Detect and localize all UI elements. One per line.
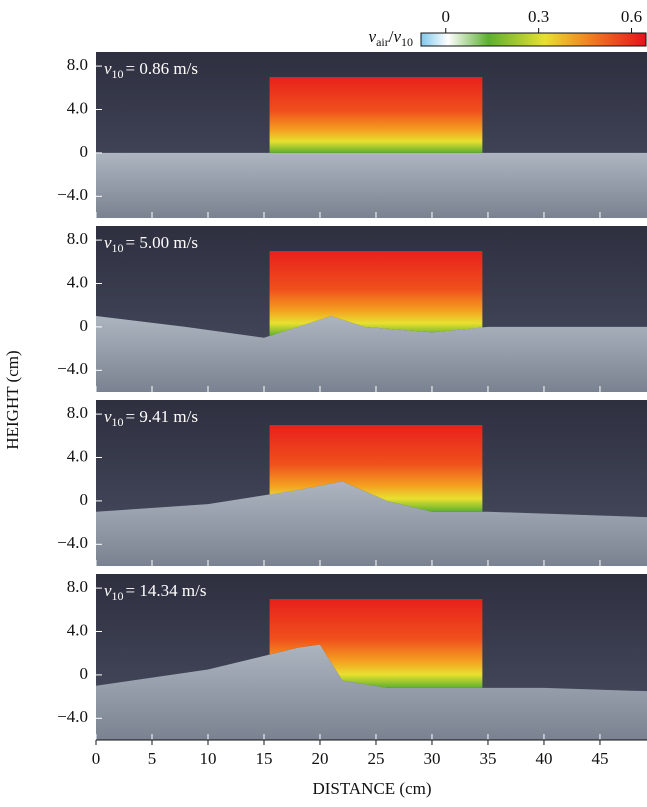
velocity-field: [270, 251, 483, 336]
y-tick-label: −4.0: [57, 707, 88, 726]
y-tick-label: 8.0: [67, 403, 88, 422]
x-tick-label: 45: [591, 749, 608, 768]
y-tick-label: 0: [80, 142, 89, 161]
x-axis-label: DISTANCE (cm): [312, 779, 431, 798]
y-tick-label: −4.0: [57, 359, 88, 378]
x-tick-label: 30: [423, 749, 440, 768]
y-tick-label: 4.0: [67, 272, 88, 291]
y-tick-label: 8.0: [67, 229, 88, 248]
panel: v10= 5.00 m/s8.04.00−4.0: [57, 226, 647, 392]
x-tick-label: 10: [199, 749, 216, 768]
y-tick-label: 8.0: [67, 577, 88, 596]
y-tick-label: 4.0: [67, 620, 88, 639]
y-axis-label: HEIGHT (cm): [3, 350, 22, 449]
x-tick-label: 20: [311, 749, 328, 768]
panel: v10= 0.86 m/s8.04.00−4.0: [57, 52, 647, 218]
colorbar-label: vair/v10: [369, 27, 413, 49]
x-tick-label: 15: [255, 749, 272, 768]
figure: HEIGHT (cm) DISTANCE (cm) v10= 0.86 m/s8…: [0, 0, 647, 802]
snow-surface: [96, 153, 647, 218]
x-tick-label: 0: [92, 749, 101, 768]
x-tick-label: 35: [479, 749, 496, 768]
y-tick-label: 0: [80, 664, 89, 683]
y-tick-label: −4.0: [57, 185, 88, 204]
panel: v10= 14.34 m/s8.04.00−4.0: [57, 574, 647, 740]
velocity-field: [270, 77, 483, 153]
y-tick-label: 0: [80, 316, 89, 335]
colorbar-tick-label: 0.3: [528, 7, 549, 26]
y-tick-label: 0: [80, 490, 89, 509]
panel: v10= 9.41 m/s8.04.00−4.0: [57, 400, 647, 566]
colorbar-tick-label: 0: [442, 7, 451, 26]
x-tick-label: 5: [148, 749, 157, 768]
y-tick-label: 4.0: [67, 98, 88, 117]
x-tick-label: 40: [535, 749, 552, 768]
colorbar-tick-label: 0.6: [621, 7, 642, 26]
y-tick-label: −4.0: [57, 533, 88, 552]
x-tick-label: 25: [367, 749, 384, 768]
colorbar: [421, 33, 646, 46]
y-tick-label: 4.0: [67, 446, 88, 465]
y-tick-label: 8.0: [67, 55, 88, 74]
